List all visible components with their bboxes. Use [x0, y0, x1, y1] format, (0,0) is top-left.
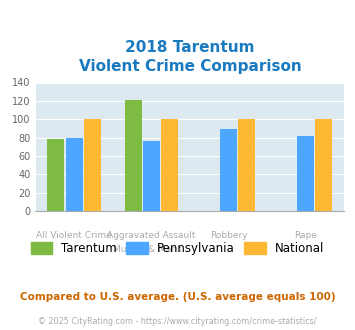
Bar [220, 129, 237, 211]
Bar [125, 100, 142, 211]
Text: Aggravated Assault: Aggravated Assault [107, 231, 196, 240]
Text: Murder & Mans...: Murder & Mans... [113, 245, 190, 253]
Text: Rape: Rape [294, 231, 317, 240]
Bar [315, 119, 332, 211]
Bar [143, 141, 160, 211]
Text: All Violent Crime: All Violent Crime [36, 231, 112, 240]
Text: Compared to U.S. average. (U.S. average equals 100): Compared to U.S. average. (U.S. average … [20, 292, 335, 302]
Title: 2018 Tarentum
Violent Crime Comparison: 2018 Tarentum Violent Crime Comparison [78, 40, 301, 74]
Bar [161, 119, 178, 211]
Bar [66, 138, 83, 211]
Text: © 2025 CityRating.com - https://www.cityrating.com/crime-statistics/: © 2025 CityRating.com - https://www.city… [38, 317, 317, 326]
Bar [84, 119, 101, 211]
Bar [297, 136, 314, 211]
Bar [48, 139, 65, 211]
Text: Robbery: Robbery [210, 231, 247, 240]
Legend: Tarentum, Pennsylvania, National: Tarentum, Pennsylvania, National [26, 237, 329, 260]
Bar [238, 119, 255, 211]
